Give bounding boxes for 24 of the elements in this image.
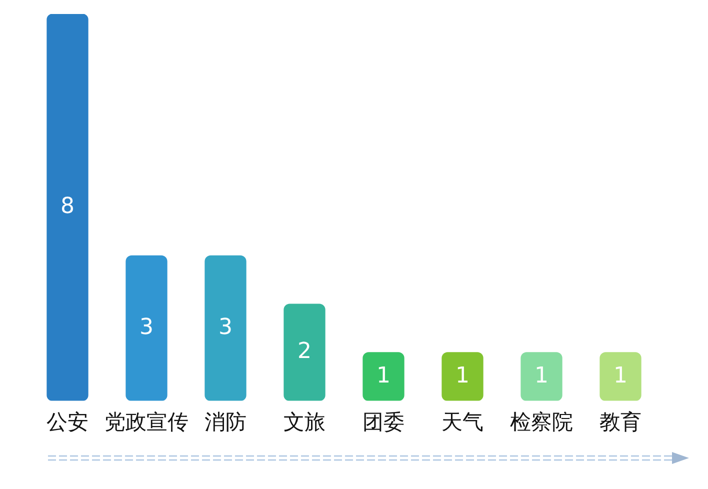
- bar: [362, 352, 404, 401]
- data-label: 2: [298, 339, 312, 364]
- x-tick-label: 消防: [204, 410, 246, 434]
- x-tick-label: 文旅: [284, 410, 326, 434]
- data-label: 1: [456, 363, 470, 388]
- data-label: 1: [376, 363, 390, 388]
- bar: [204, 255, 246, 401]
- data-label: 3: [140, 314, 154, 340]
- data-label: 1: [614, 363, 628, 388]
- data-label: 8: [60, 194, 74, 220]
- bar: [600, 352, 642, 401]
- bar: [46, 14, 88, 401]
- x-tick-label: 公安: [46, 410, 88, 434]
- x-tick-label: 检察院: [510, 410, 573, 434]
- data-label: 3: [218, 314, 232, 340]
- bar: [284, 304, 326, 401]
- x-tick-label: 天气: [442, 410, 484, 434]
- x-tick-label: 教育: [600, 410, 642, 434]
- bar: [442, 352, 484, 401]
- x-tick-label: 党政宣传: [104, 410, 188, 434]
- bar: [126, 255, 168, 401]
- bar: [520, 352, 562, 401]
- data-label: 1: [534, 363, 548, 388]
- x-tick-label: 团委: [362, 410, 404, 434]
